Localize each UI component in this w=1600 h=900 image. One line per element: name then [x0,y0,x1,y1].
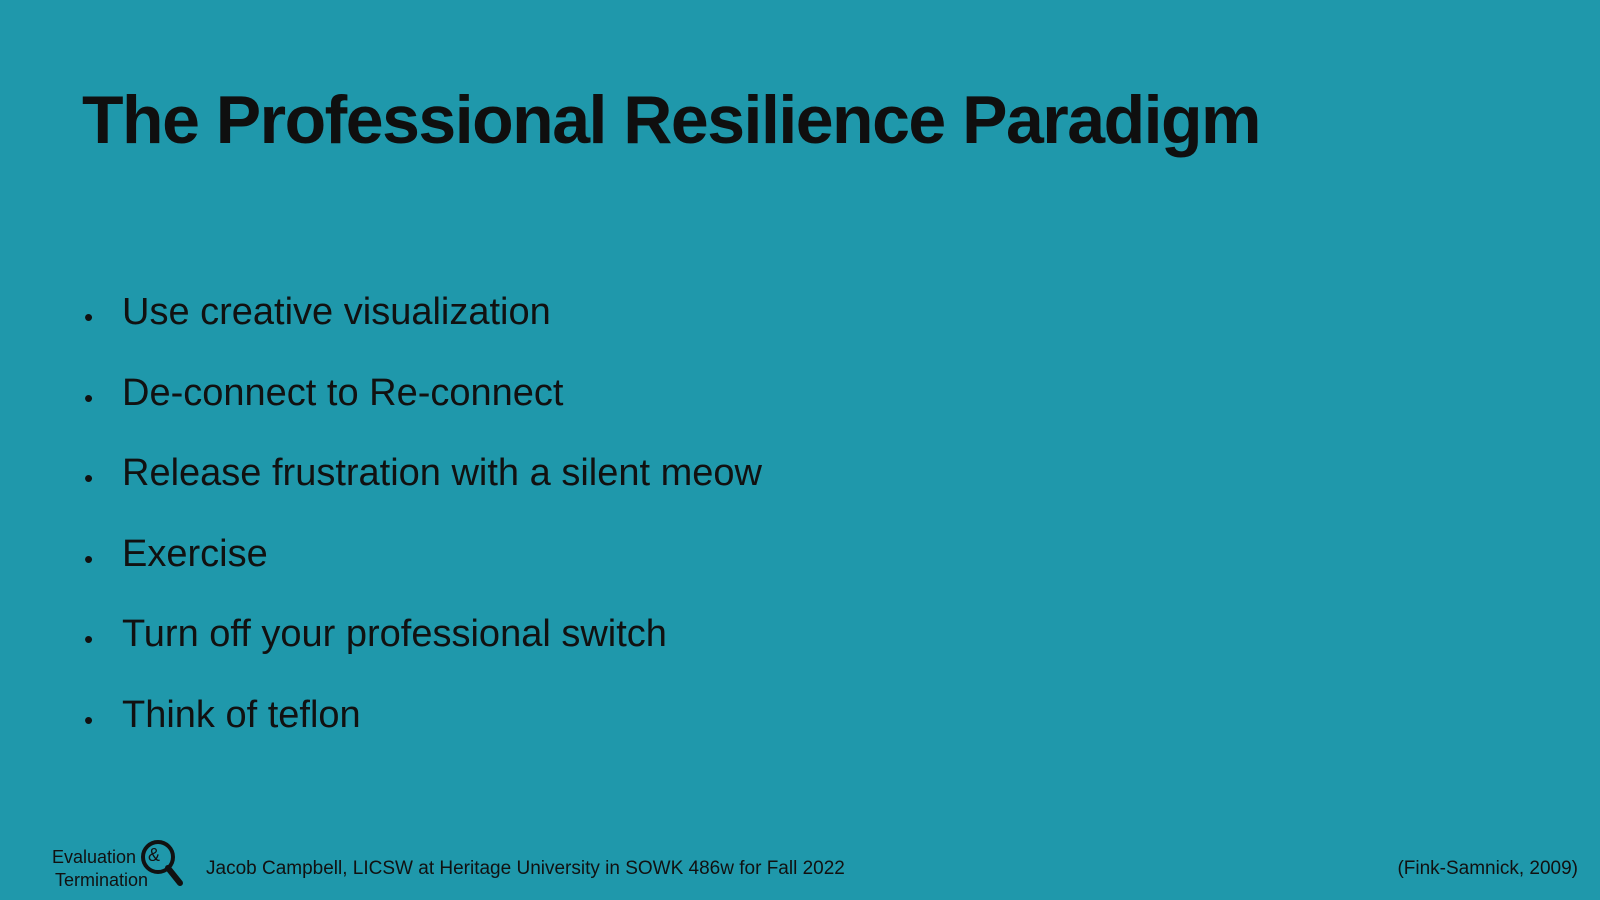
bullet-dot: • [84,382,94,413]
bullet-item: • Release frustration with a silent meow [84,438,762,519]
logo-ampersand: & [148,845,161,865]
bullet-dot: • [84,302,94,333]
bullet-dot: • [84,543,94,574]
bullet-text: Use creative visualization [122,291,551,334]
logo-text-termination: Termination [55,870,149,890]
course-logo: Evaluation & Termination [50,836,192,892]
footer-citation: (Fink-Samnick, 2009) [1397,858,1578,879]
magnifier-icon [141,840,183,886]
logo-text-evaluation: Evaluation [52,847,137,867]
bullet-item: • Turn off your professional switch [84,599,762,680]
bullet-dot: • [84,463,94,494]
bullet-item: • Exercise [84,519,762,600]
footer-credit: Jacob Campbell, LICSW at Heritage Univer… [206,858,845,879]
bullet-text: Think of teflon [122,693,361,736]
bullet-item: • Think of teflon [84,680,762,761]
bullet-item: • Use creative visualization [84,277,762,358]
bullet-dot: • [84,624,94,655]
bullet-list: • Use creative visualization • De-connec… [84,277,762,760]
bullet-text: Exercise [122,532,268,575]
bullet-text: De-connect to Re-connect [122,371,564,414]
bullet-item: • De-connect to Re-connect [84,358,762,439]
slide-title: The Professional Resilience Paradigm [82,82,1262,158]
bullet-text: Turn off your professional switch [122,613,667,656]
bullet-text: Release frustration with a silent meow [122,452,762,495]
bullet-dot: • [84,704,94,735]
